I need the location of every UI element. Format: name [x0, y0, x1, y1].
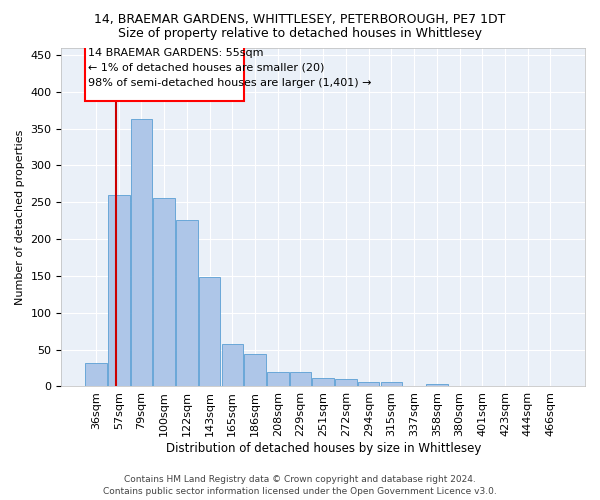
Bar — [426, 384, 448, 386]
Bar — [313, 378, 334, 386]
X-axis label: Distribution of detached houses by size in Whittlesey: Distribution of detached houses by size … — [166, 442, 481, 455]
Bar — [267, 372, 289, 386]
Text: 14 BRAEMAR GARDENS: 55sqm: 14 BRAEMAR GARDENS: 55sqm — [88, 48, 263, 58]
Bar — [244, 354, 266, 386]
Bar — [290, 372, 311, 386]
Bar — [154, 198, 175, 386]
Text: Contains HM Land Registry data © Crown copyright and database right 2024.
Contai: Contains HM Land Registry data © Crown c… — [103, 474, 497, 496]
Text: ← 1% of detached houses are smaller (20): ← 1% of detached houses are smaller (20) — [88, 63, 325, 73]
Bar — [358, 382, 379, 386]
Text: Size of property relative to detached houses in Whittlesey: Size of property relative to detached ho… — [118, 28, 482, 40]
Bar — [85, 363, 107, 386]
Bar — [199, 278, 220, 386]
Bar — [131, 119, 152, 386]
Text: 14, BRAEMAR GARDENS, WHITTLESEY, PETERBOROUGH, PE7 1DT: 14, BRAEMAR GARDENS, WHITTLESEY, PETERBO… — [94, 12, 506, 26]
FancyBboxPatch shape — [85, 46, 244, 102]
Bar — [176, 220, 197, 386]
Bar — [221, 344, 243, 387]
Bar — [380, 382, 402, 386]
Text: 98% of semi-detached houses are larger (1,401) →: 98% of semi-detached houses are larger (… — [88, 78, 371, 88]
Y-axis label: Number of detached properties: Number of detached properties — [15, 130, 25, 304]
Bar — [108, 195, 130, 386]
Bar — [335, 379, 357, 386]
